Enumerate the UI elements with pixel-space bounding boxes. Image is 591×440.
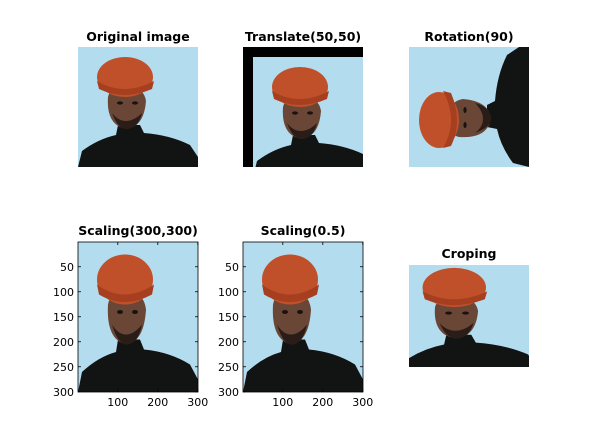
panel-title: Croping xyxy=(441,246,496,261)
y-tick-label: 250 xyxy=(53,361,74,374)
y-tick-label: 150 xyxy=(218,311,239,324)
y-tick-label: 200 xyxy=(53,336,74,349)
y-tick-label: 50 xyxy=(60,261,74,274)
y-tick-label: 200 xyxy=(218,336,239,349)
y-tick-label: 250 xyxy=(218,361,239,374)
image xyxy=(78,242,198,392)
x-tick-label: 300 xyxy=(352,396,373,409)
panel-title: Rotation(90) xyxy=(424,29,513,44)
image xyxy=(409,265,529,367)
panel-title: Translate(50,50) xyxy=(245,29,361,44)
x-tick-label: 200 xyxy=(312,396,333,409)
y-tick-label: 150 xyxy=(53,311,74,324)
image xyxy=(253,57,363,167)
axes: 50 100 150 200 250 300 100 200 300 xyxy=(218,241,373,409)
panel-original: Original image xyxy=(78,29,198,167)
x-tick-label: 100 xyxy=(272,396,293,409)
panel-scaling-half: Scaling(0.5) 50 100 150 200 250 300 100 200 300 xyxy=(218,223,373,409)
image xyxy=(243,242,363,392)
panel-title: Original image xyxy=(86,29,189,44)
panel-title: Scaling(0.5) xyxy=(261,223,346,238)
panel-scaling-300: Scaling(300,300) 50 100 150 200 250 300 100 200… xyxy=(53,223,208,409)
y-tick-label: 300 xyxy=(53,386,74,399)
panel-rotation: Rotation(90) xyxy=(409,29,529,167)
y-tick-label: 100 xyxy=(218,286,239,299)
image xyxy=(78,47,198,167)
y-tick-label: 300 xyxy=(218,386,239,399)
axes: 50 100 150 200 250 300 100 200 300 xyxy=(53,241,208,409)
panel-title: Scaling(300,300) xyxy=(78,223,198,238)
x-tick-label: 200 xyxy=(147,396,168,409)
y-tick-label: 50 xyxy=(225,261,239,274)
panel-crop: Croping xyxy=(409,246,529,367)
panel-translate: Translate(50,50) xyxy=(243,29,363,167)
image xyxy=(409,47,529,167)
x-tick-label: 300 xyxy=(187,396,208,409)
x-tick-label: 100 xyxy=(107,396,128,409)
y-tick-label: 100 xyxy=(53,286,74,299)
